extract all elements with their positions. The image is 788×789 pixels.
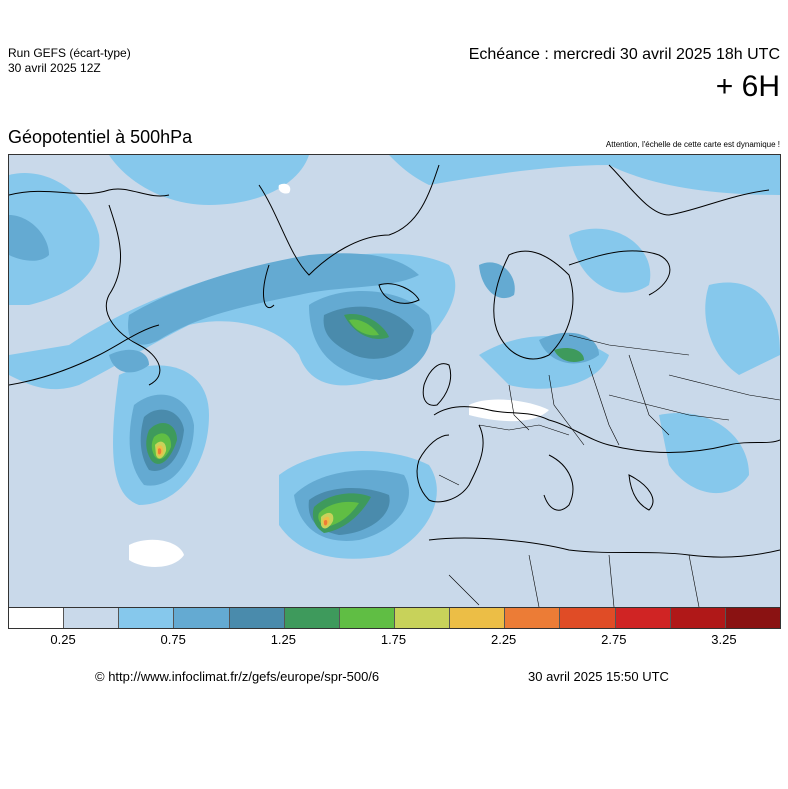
run-date: 30 avril 2025 12Z [8,61,101,75]
spread-map [8,154,781,608]
source-url: © http://www.infoclimat.fr/z/gefs/europe… [95,669,380,684]
color-swatch [64,608,120,628]
scale-tick-label: 0.25 [50,632,76,647]
color-swatch [615,608,671,628]
scale-tick-label: 3.25 [711,632,737,647]
color-scale-bar [8,607,781,629]
lead-time: + 6H [715,70,780,103]
color-scale-ticks: 0.25 0.75 1.25 1.75 2.25 2.75 3.25 [8,632,779,648]
generation-timestamp: 30 avril 2025 15:50 UTC [528,669,669,684]
color-swatch [725,608,780,628]
map-svg [9,155,780,607]
scale-tick-label: 2.25 [490,632,517,647]
dynamic-scale-warning: Attention, l'échelle de cette carte est … [605,140,780,149]
scale-tick-label: 0.75 [160,632,186,647]
color-swatch [119,608,175,628]
color-swatch [450,608,506,628]
color-swatch [670,608,726,628]
color-swatch [394,608,451,628]
spread-low-patches [129,183,549,567]
color-swatch [284,608,340,628]
coastlines [9,164,780,558]
color-swatch [9,608,65,628]
spread-high-cores [155,441,334,529]
color-swatch [229,608,285,628]
run-label: Run GEFS (écart-type) [8,46,131,60]
map-title: Géopotentiel à 500hPa [8,127,193,147]
forecast-valid-time: Echéance : mercredi 30 avril 2025 18h UT… [468,46,780,63]
color-swatch [174,608,230,628]
scale-tick-label: 2.75 [601,632,627,647]
color-swatch [505,608,561,628]
color-swatch [339,608,395,628]
color-swatch [560,608,616,628]
country-borders [438,334,780,607]
scale-tick-label: 1.75 [380,632,407,647]
scale-tick-label: 1.25 [270,632,296,647]
